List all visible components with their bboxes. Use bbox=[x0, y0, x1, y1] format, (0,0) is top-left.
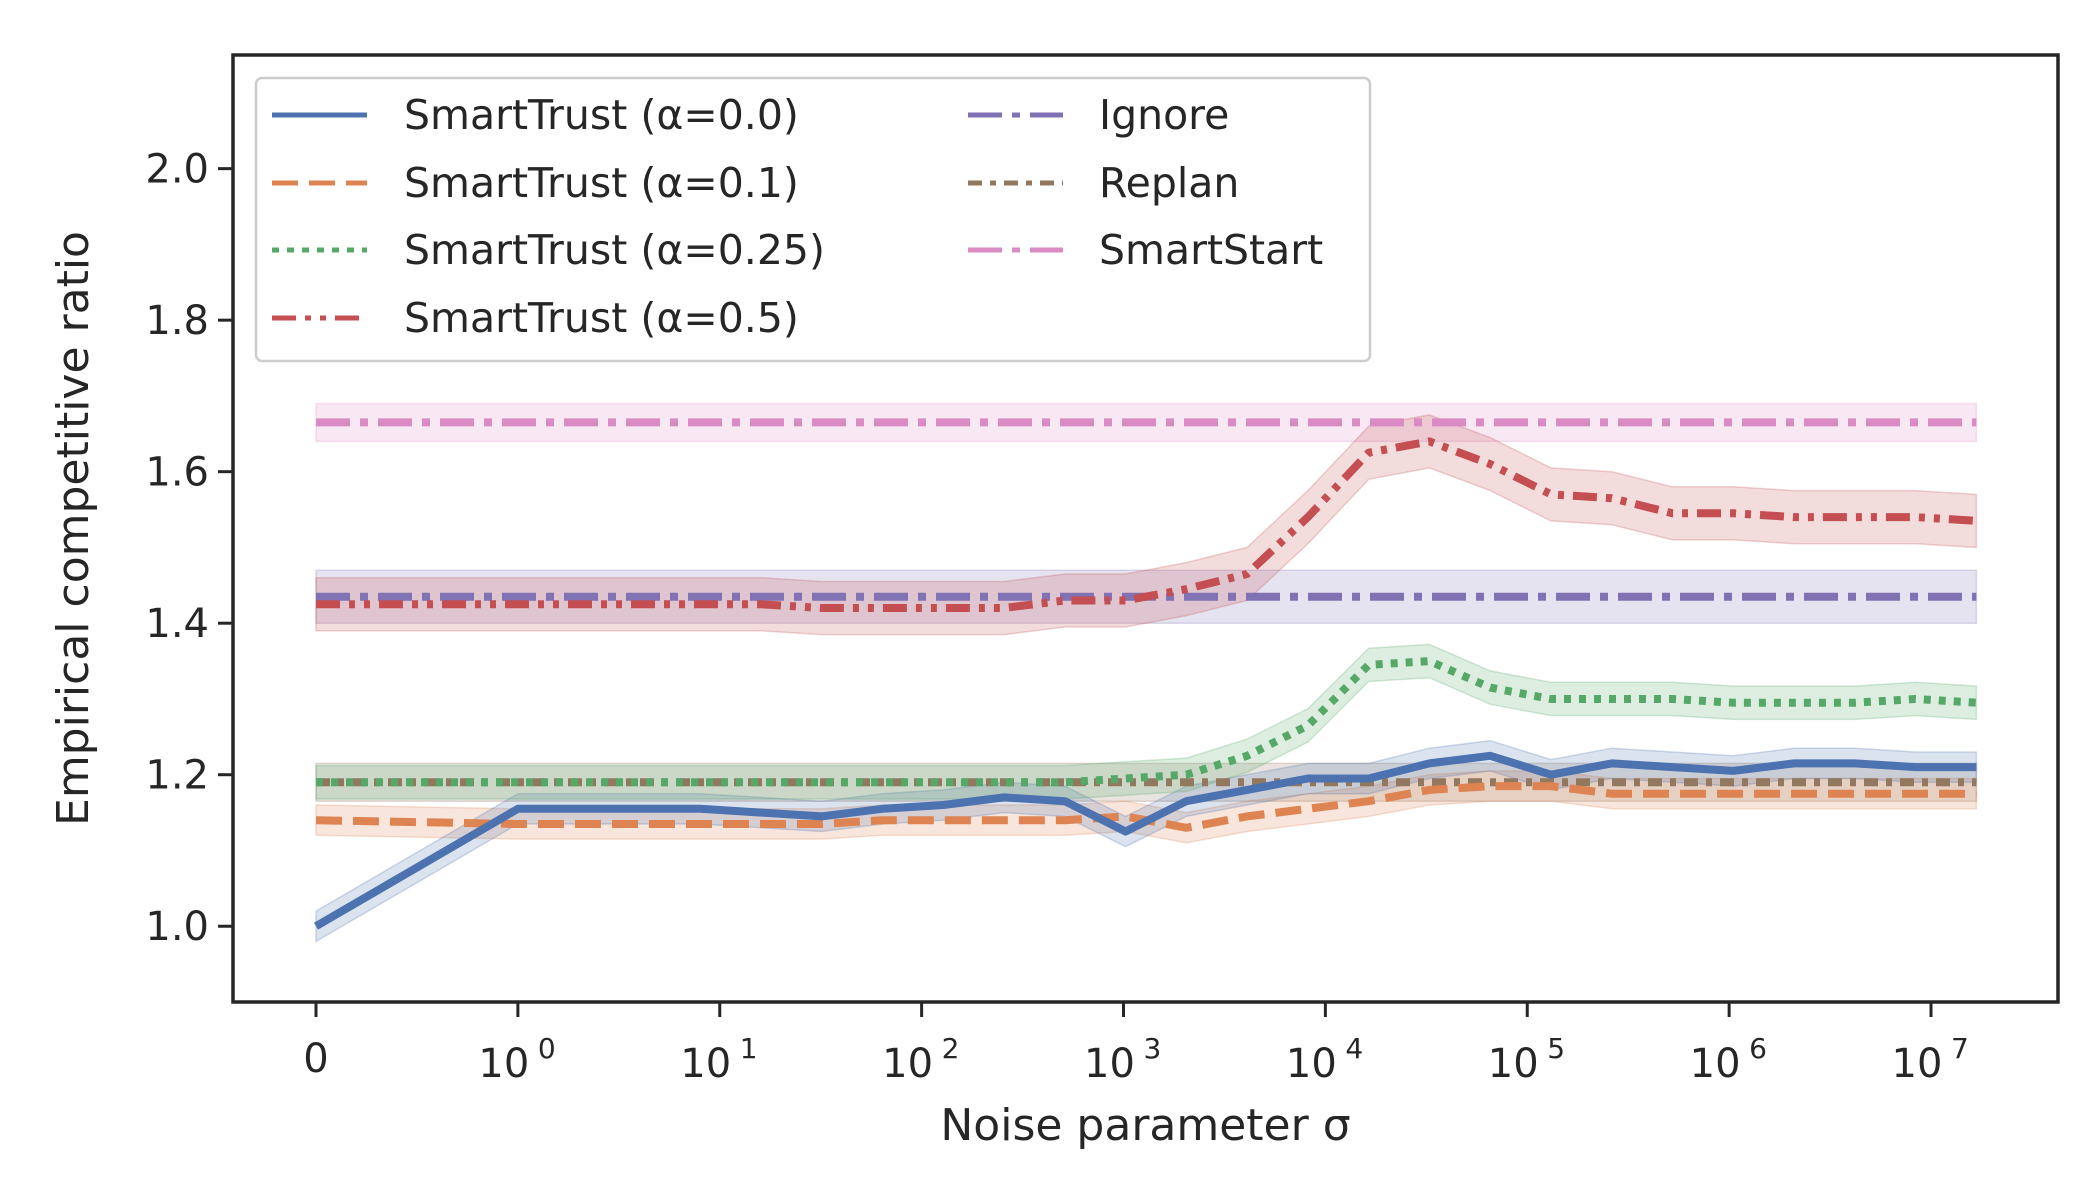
legend: SmartTrust (α=0.0) SmartTrust (α=0.1) Smar… bbox=[254, 76, 1372, 363]
x-axis-title: Noise parameter σ bbox=[940, 1100, 1350, 1151]
x-tick-label: 10 bbox=[1690, 1041, 1741, 1087]
y-tick-label: 1.2 bbox=[145, 753, 209, 799]
series-lines bbox=[313, 418, 1977, 930]
x-tick-label: 10 bbox=[882, 1041, 933, 1087]
x-tick-label: 10 bbox=[1892, 1041, 1943, 1087]
legend-label-smarttrust-0-25: SmartTrust (α=0.25) bbox=[404, 226, 825, 274]
x-tick-exponent: 5 bbox=[1547, 1032, 1565, 1065]
line-smarttrust-0-5 bbox=[316, 437, 1977, 612]
band-smarttrust-0-5 bbox=[315, 414, 1978, 636]
legend-box bbox=[254, 76, 1372, 363]
line-smarttrust-0-25 bbox=[316, 657, 1977, 787]
x-tick-label: 0 bbox=[303, 1036, 328, 1082]
x-tick-label: 10 bbox=[1084, 1041, 1135, 1087]
x-tick-exponent: 3 bbox=[1144, 1032, 1162, 1065]
legend-label-replan: Replan bbox=[1099, 159, 1239, 207]
legend-label-smarttrust-0-1: SmartTrust (α=0.1) bbox=[404, 159, 799, 207]
y-tick-label: 1.4 bbox=[145, 601, 209, 647]
x-tick-exponent: 2 bbox=[942, 1032, 960, 1065]
legend-label-smarttrust-0-0: SmartTrust (α=0.0) bbox=[404, 91, 799, 139]
x-tick-exponent: 6 bbox=[1749, 1032, 1767, 1065]
line-smarttrust-0-1 bbox=[315, 782, 1977, 832]
x-tick-exponent: 1 bbox=[740, 1032, 758, 1065]
y-tick-label: 1.8 bbox=[145, 298, 209, 344]
y-tick-label: 1.6 bbox=[145, 450, 209, 496]
legend-label-smartstart: SmartStart bbox=[1099, 226, 1323, 274]
x-axis: 0 10 0 10 1 10 2 10 3 10 4 10 5 10 6 10 7 bbox=[303, 1002, 1969, 1087]
x-tick-label: 10 bbox=[1488, 1041, 1539, 1087]
y-axis-title: Empirical competitive ratio bbox=[48, 231, 99, 826]
x-tick-label: 10 bbox=[478, 1041, 529, 1087]
legend-label-smarttrust-0-5: SmartTrust (α=0.5) bbox=[404, 294, 799, 342]
x-tick-exponent: 7 bbox=[1951, 1032, 1969, 1065]
y-tick-label: 2.0 bbox=[145, 147, 209, 193]
band-smarttrust-0-25 bbox=[315, 643, 1978, 800]
x-tick-label: 10 bbox=[680, 1041, 731, 1087]
x-tick-exponent: 4 bbox=[1345, 1032, 1363, 1065]
x-tick-label: 10 bbox=[1286, 1041, 1337, 1087]
x-tick-exponent: 0 bbox=[538, 1032, 556, 1065]
y-axis: 1.0 1.2 1.4 1.6 1.8 2.0 bbox=[145, 147, 233, 950]
y-tick-label: 1.0 bbox=[145, 904, 209, 950]
plot-frame bbox=[231, 53, 2060, 1004]
line-smarttrust-0-0 bbox=[313, 751, 1977, 930]
legend-label-ignore: Ignore bbox=[1099, 91, 1229, 139]
